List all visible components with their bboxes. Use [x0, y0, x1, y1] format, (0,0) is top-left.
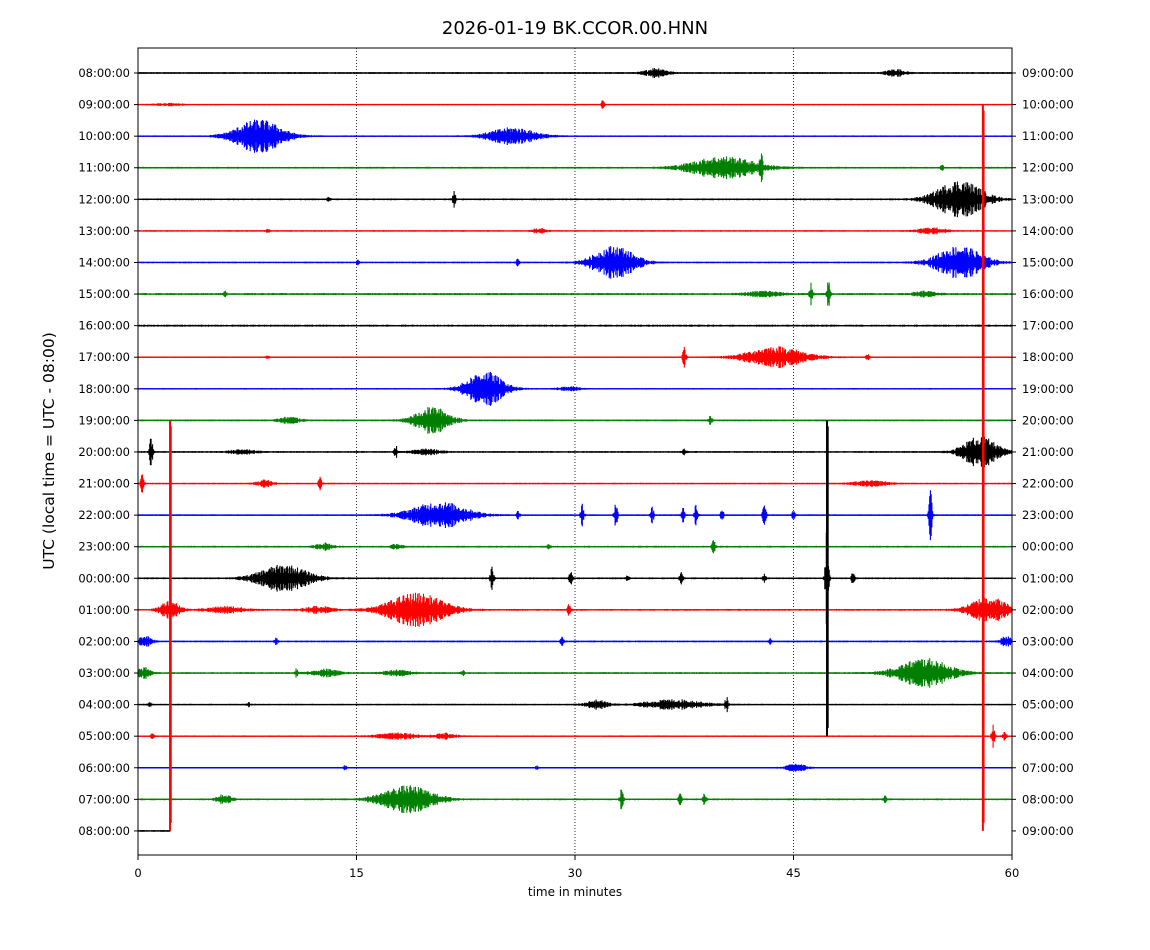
y-tick-label-left: 00:00:00: [78, 571, 130, 585]
x-tick-label: 60: [1005, 866, 1020, 880]
x-tick-labels: 0 15 30 45 60: [134, 855, 1019, 880]
x-tick-label: 45: [786, 866, 801, 880]
y-tick-label-left: 10:00:00: [78, 129, 130, 143]
y-tick-label-right: 14:00:00: [1022, 224, 1074, 238]
y-tick-label-right: 17:00:00: [1022, 319, 1074, 333]
y-tick-label-left: 22:00:00: [78, 508, 130, 522]
y-tick-label-right: 12:00:00: [1022, 161, 1074, 175]
y-tick-label-left: 18:00:00: [78, 382, 130, 396]
y-tick-label-right: 11:00:00: [1022, 129, 1074, 143]
y-tick-label-right: 13:00:00: [1022, 192, 1074, 206]
y-tick-label-left: 06:00:00: [78, 761, 130, 775]
y-tick-label-right: 20:00:00: [1022, 413, 1074, 427]
y-tick-label-left: 05:00:00: [78, 729, 130, 743]
y-tick-label-right: 01:00:00: [1022, 571, 1074, 585]
y-tick-label-right: 00:00:00: [1022, 540, 1074, 554]
x-tick-label: 15: [349, 866, 364, 880]
y-tick-label-right: 19:00:00: [1022, 382, 1074, 396]
y-tick-label-left: 14:00:00: [78, 255, 130, 269]
y-tick-label-right: 08:00:00: [1022, 792, 1074, 806]
y-tick-label-left: 20:00:00: [78, 445, 130, 459]
y-tick-label-right: 09:00:00: [1022, 66, 1074, 80]
y-tick-label-right: 22:00:00: [1022, 477, 1074, 491]
x-axis-label: time in minutes: [528, 885, 622, 899]
y-tick-label-right: 18:00:00: [1022, 350, 1074, 364]
y-tick-label-left: 11:00:00: [78, 161, 130, 175]
y-tick-label-left: 09:00:00: [78, 98, 130, 112]
y-tick-label-right: 09:00:00: [1022, 824, 1074, 838]
y-tick-label-left: 17:00:00: [78, 350, 130, 364]
y-tick-label-left: 04:00:00: [78, 698, 130, 712]
x-tick-label: 30: [568, 866, 583, 880]
y-tick-label-right: 04:00:00: [1022, 666, 1074, 680]
y-tick-label-left: 07:00:00: [78, 792, 130, 806]
chart-title: 2026-01-19 BK.CCOR.00.HNN: [442, 18, 708, 39]
y-tick-label-left: 21:00:00: [78, 477, 130, 491]
y-tick-label-right: 10:00:00: [1022, 98, 1074, 112]
y-tick-label-left: 02:00:00: [78, 634, 130, 648]
y-tick-label-left: 03:00:00: [78, 666, 130, 680]
y-tick-label-left: 15:00:00: [78, 287, 130, 301]
y-tick-label-right: 21:00:00: [1022, 445, 1074, 459]
y-tick-label-left: 08:00:00: [78, 824, 130, 838]
y-tick-label-left: 08:00:00: [78, 66, 130, 80]
y-tick-label-right: 03:00:00: [1022, 634, 1074, 648]
y-tick-label-left: 19:00:00: [78, 413, 130, 427]
y-tick-label-right: 05:00:00: [1022, 698, 1074, 712]
y-tick-label-right: 06:00:00: [1022, 729, 1074, 743]
y-tick-label-left: 01:00:00: [78, 603, 130, 617]
y-tick-label-left: 13:00:00: [78, 224, 130, 238]
large-event-spikes: [169, 104, 985, 831]
y-tick-labels: 08:00:00 09:00:00 09:00:00 10:00:00 10:00:00…: [78, 66, 1073, 838]
y-tick-label-left: 12:00:00: [78, 192, 130, 206]
grid-lines: [356, 48, 794, 855]
y-tick-label-right: 23:00:00: [1022, 508, 1074, 522]
y-tick-label-right: 07:00:00: [1022, 761, 1074, 775]
y-axis-label: UTC (local time = UTC - 08:00): [40, 332, 58, 570]
x-tick-label: 0: [134, 866, 141, 880]
y-tick-label-left: 16:00:00: [78, 319, 130, 333]
y-tick-label-right: 15:00:00: [1022, 255, 1074, 269]
y-tick-label-right: 02:00:00: [1022, 603, 1074, 617]
y-tick-label-right: 16:00:00: [1022, 287, 1074, 301]
y-tick-label-left: 23:00:00: [78, 540, 130, 554]
